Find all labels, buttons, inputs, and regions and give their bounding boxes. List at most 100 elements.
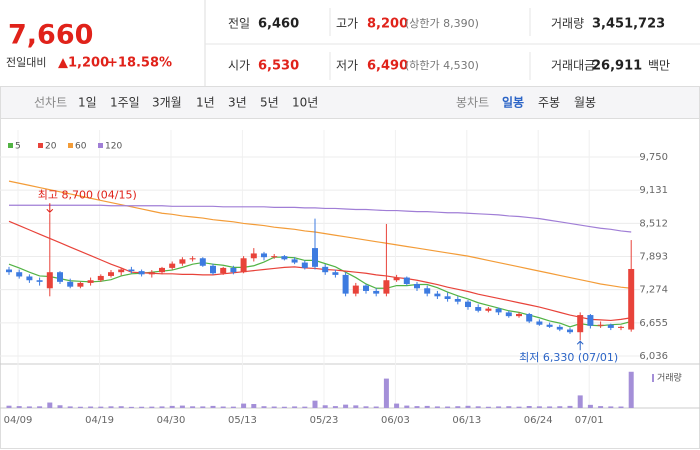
volume-bar xyxy=(57,405,63,408)
candle-body xyxy=(352,285,359,294)
y-tick-label: 9,131 xyxy=(639,185,668,196)
volume-bar xyxy=(445,406,451,408)
low-annotation: 최저 6,330 (07/01) xyxy=(519,351,618,364)
stat-note: (하한가 4,530) xyxy=(405,58,479,72)
period-tab[interactable]: 일봉 xyxy=(502,96,524,110)
candle-body xyxy=(46,272,53,289)
y-tick-label: 7,893 xyxy=(639,252,668,263)
volume-label: 거래량 xyxy=(657,372,682,384)
volume-bar xyxy=(567,405,573,408)
legend-swatch xyxy=(68,143,73,148)
stat-value: 26,911 xyxy=(592,59,642,74)
candle-body xyxy=(393,277,400,281)
range-tab[interactable]: 3년 xyxy=(228,96,247,110)
volume-bar xyxy=(404,405,410,408)
high-arrow xyxy=(46,203,54,213)
period-tab[interactable]: 주봉 xyxy=(538,96,560,110)
candle-body xyxy=(567,329,573,333)
low-arrow xyxy=(576,340,584,351)
volume-bar xyxy=(16,406,22,408)
stat-value: 6,460 xyxy=(258,17,299,32)
candle-body xyxy=(546,324,553,327)
candle-body xyxy=(169,263,176,268)
candle-body xyxy=(67,281,74,287)
y-tick-label: 8,512 xyxy=(639,218,668,229)
volume-bar xyxy=(88,406,94,408)
candle-body xyxy=(57,272,63,282)
volume-bar xyxy=(220,406,226,408)
stat-note: (상한가 8,390) xyxy=(405,17,479,30)
volume-bar xyxy=(332,406,338,408)
candle-body xyxy=(159,267,165,273)
volume-bar xyxy=(210,405,216,408)
volume-bar xyxy=(434,406,440,408)
volume-swatch xyxy=(652,374,654,382)
volume-bar xyxy=(343,404,349,408)
stat-label: 거래대금 xyxy=(551,59,595,73)
volume-bar xyxy=(353,405,359,408)
volume-bar xyxy=(149,406,155,408)
candle-body xyxy=(618,326,624,328)
candle-body xyxy=(138,271,145,275)
candle-body xyxy=(87,280,94,283)
range-tab[interactable]: 5년 xyxy=(260,96,279,110)
volume-bar xyxy=(424,405,430,408)
volume-bar xyxy=(373,406,379,408)
volume-bar xyxy=(383,378,389,408)
volume-bar xyxy=(241,403,247,408)
candle-body xyxy=(108,272,114,276)
range-tab[interactable]: 1일 xyxy=(78,96,97,110)
volume-bar xyxy=(281,406,287,408)
volume-bar xyxy=(577,395,583,408)
candle-body xyxy=(373,290,380,294)
volume-bar xyxy=(455,406,461,408)
volume-bar xyxy=(414,406,420,408)
volume-bar xyxy=(169,405,175,408)
stat-value: 6,530 xyxy=(258,59,299,74)
period-tab[interactable]: 월봉 xyxy=(574,96,596,110)
candle-body xyxy=(556,326,563,330)
volume-bar xyxy=(465,405,471,408)
x-tick-label: 07/01 xyxy=(575,415,604,426)
candle-body xyxy=(414,283,420,289)
candle-body xyxy=(128,269,135,272)
candle-body xyxy=(97,275,104,281)
candle-body xyxy=(6,269,12,273)
volume-bar xyxy=(292,406,298,408)
candle-body xyxy=(444,296,451,299)
candle-body xyxy=(220,267,227,274)
candle-body xyxy=(465,301,471,308)
candle-body xyxy=(342,274,349,294)
candle-body xyxy=(250,253,257,259)
range-tab[interactable]: 1년 xyxy=(196,96,215,110)
candle-body xyxy=(526,313,533,322)
volume-bar xyxy=(618,406,624,408)
volume-bar xyxy=(628,371,634,408)
tab-group-label: 선차트 xyxy=(34,96,67,110)
stat-label: 저가 xyxy=(336,59,358,73)
x-tick-label: 06/24 xyxy=(524,415,553,426)
volume-bar xyxy=(394,403,400,408)
candle-body xyxy=(495,308,502,313)
stat-value: 6,490 xyxy=(367,59,408,74)
volume-bar xyxy=(302,406,308,408)
volume-bar xyxy=(598,406,604,408)
range-tab[interactable]: 3개월 xyxy=(152,96,182,110)
volume-bar xyxy=(475,406,481,408)
stat-value: 8,200 xyxy=(367,17,408,32)
volume-bar xyxy=(536,406,542,408)
candle-body xyxy=(475,307,482,311)
volume-bar xyxy=(98,406,104,408)
volume-bar xyxy=(516,406,522,408)
volume-bar xyxy=(271,406,277,408)
volume-bar xyxy=(557,406,563,408)
candle-body xyxy=(312,248,318,267)
candle-body xyxy=(383,280,390,294)
range-tab[interactable]: 1주일 xyxy=(110,96,140,110)
candle-body xyxy=(189,258,196,260)
volume-bar xyxy=(67,406,73,408)
range-tab[interactable]: 10년 xyxy=(292,96,318,110)
volume-bar xyxy=(251,404,257,408)
volume-bar xyxy=(230,406,236,408)
